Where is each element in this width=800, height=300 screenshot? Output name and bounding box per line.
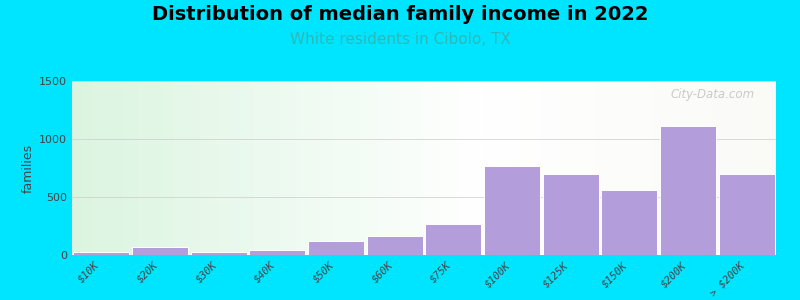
Bar bbox=[602, 190, 658, 255]
Bar bbox=[718, 174, 774, 255]
Bar bbox=[250, 250, 305, 255]
Y-axis label: families: families bbox=[22, 143, 35, 193]
Bar bbox=[190, 251, 246, 255]
Bar bbox=[484, 166, 540, 255]
Bar bbox=[542, 174, 598, 255]
Bar bbox=[426, 224, 482, 255]
Bar bbox=[366, 236, 422, 255]
Text: Distribution of median family income in 2022: Distribution of median family income in … bbox=[152, 4, 648, 23]
Text: City-Data.com: City-Data.com bbox=[670, 88, 755, 101]
Bar bbox=[132, 248, 188, 255]
Text: White residents in Cibolo, TX: White residents in Cibolo, TX bbox=[290, 32, 510, 46]
Bar bbox=[660, 126, 716, 255]
Bar bbox=[74, 251, 129, 255]
Bar bbox=[308, 241, 364, 255]
